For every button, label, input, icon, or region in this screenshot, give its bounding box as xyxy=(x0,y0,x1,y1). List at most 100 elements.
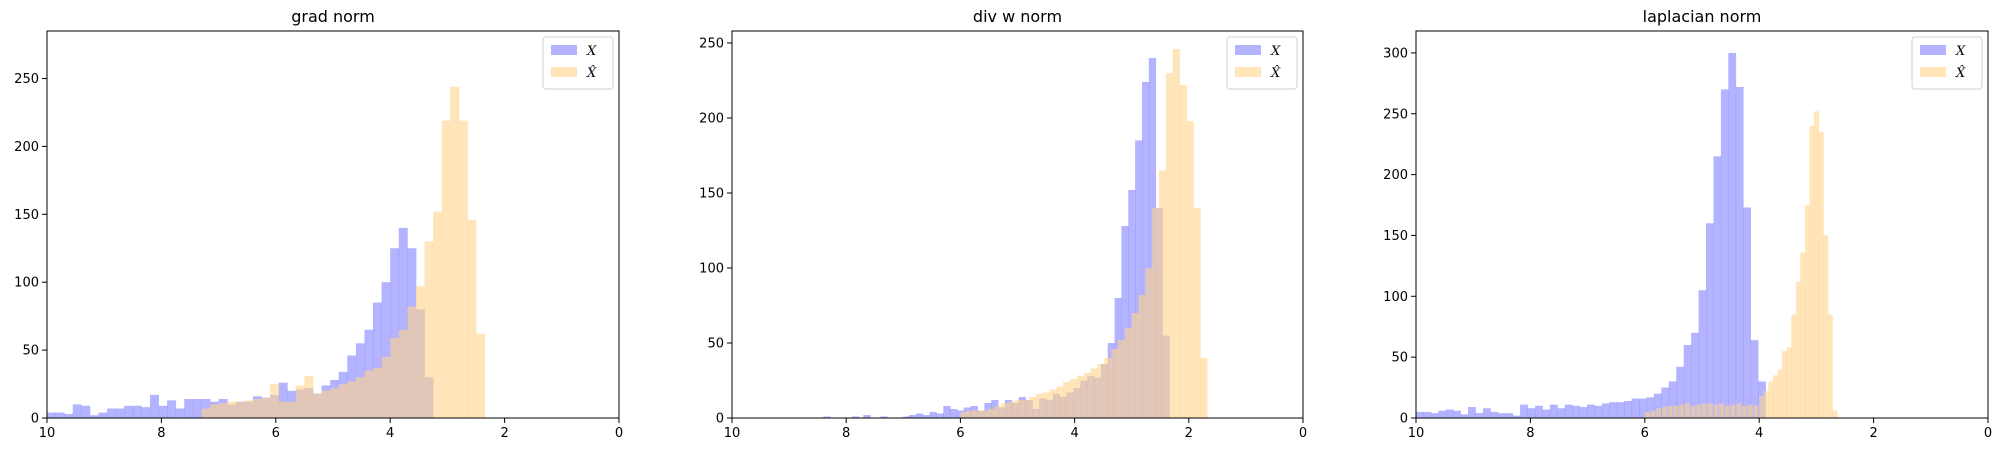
histogram-bar xyxy=(1631,398,1640,418)
histogram-bar xyxy=(64,413,74,418)
histogram-bar xyxy=(1056,386,1064,418)
histogram-bar xyxy=(1460,414,1469,418)
histogram-bar xyxy=(184,398,194,418)
histogram-bar xyxy=(1713,404,1719,418)
histogram-bar xyxy=(1542,409,1551,418)
y-tick-label: 300 xyxy=(1383,46,1408,61)
histogram-bar xyxy=(390,337,400,418)
histogram-bar xyxy=(1656,408,1662,418)
histogram-bar xyxy=(132,405,142,418)
histogram-bar xyxy=(1063,382,1071,418)
histogram-bar xyxy=(1653,393,1662,418)
chart-title: grad norm xyxy=(291,7,375,26)
y-tick-label: 0 xyxy=(716,412,724,427)
histogram-bar xyxy=(1668,381,1677,418)
y-tick-label: 250 xyxy=(14,72,39,87)
histogram-bar xyxy=(1152,208,1160,418)
chart-title: laplacian norm xyxy=(1643,7,1762,26)
histogram-bar xyxy=(1527,408,1536,418)
axes-frame xyxy=(731,30,1304,419)
x-tick-label: 6 xyxy=(1641,426,1649,441)
histogram-bar xyxy=(1505,413,1514,418)
histogram-bar xyxy=(1742,405,1748,418)
legend-swatch-x-hat xyxy=(1920,67,1946,77)
histogram-bar xyxy=(167,400,177,418)
histogram-bar xyxy=(929,412,937,418)
histogram-bar xyxy=(1453,410,1462,418)
histogram-bar xyxy=(244,400,254,418)
histogram-bar xyxy=(1186,121,1194,418)
legend-swatch-x xyxy=(551,45,577,55)
y-tick-label: 150 xyxy=(14,208,39,223)
histogram-bar xyxy=(1490,411,1499,418)
histogram-bar xyxy=(407,306,417,418)
histogram-bar xyxy=(158,405,168,418)
histogram-bar xyxy=(967,410,975,418)
histogram-bar xyxy=(1795,281,1801,418)
histogram-bar xyxy=(1104,358,1112,418)
histogram-bar xyxy=(1823,235,1829,418)
legend-swatch-x-hat xyxy=(1235,67,1261,77)
histogram-bar xyxy=(81,405,91,418)
histogram-bar xyxy=(1832,410,1838,418)
histogram-bar xyxy=(1594,405,1603,418)
histogram-bar xyxy=(1777,369,1783,418)
y-tick-label: 150 xyxy=(699,187,724,202)
x-tick-label: 6 xyxy=(956,426,964,441)
histogram-bar xyxy=(441,120,451,418)
histogram-bar xyxy=(1520,404,1528,418)
histogram-bar xyxy=(1818,132,1824,418)
axes-frame xyxy=(1415,30,1989,419)
histogram-bar xyxy=(1111,349,1119,418)
histogram-bar xyxy=(1644,411,1650,418)
histogram-bar xyxy=(1128,190,1136,418)
histogram-bar xyxy=(107,408,117,418)
histogram-bar xyxy=(355,377,365,418)
series-x-hat xyxy=(201,86,485,419)
histogram-bar xyxy=(261,397,271,418)
histogram-bar xyxy=(1707,403,1713,418)
histogram-bar xyxy=(1534,405,1543,418)
histogram-bar xyxy=(1786,347,1792,418)
histogram-bar xyxy=(1661,387,1670,418)
legend-swatch-x xyxy=(1235,45,1261,55)
histogram-bar xyxy=(381,356,391,418)
y-tick-label: 50 xyxy=(1391,351,1408,366)
legend: X X̂ xyxy=(542,36,614,90)
histogram-bar xyxy=(1468,407,1476,418)
histogram-bar xyxy=(1804,205,1810,418)
x-tick-label: 10 xyxy=(1408,426,1425,441)
histogram-bar xyxy=(415,286,425,418)
histogram-bar xyxy=(1706,223,1714,418)
histogram-bar xyxy=(381,282,391,418)
histogram-bar xyxy=(458,120,468,418)
histogram-bar xyxy=(1035,394,1044,418)
histogram-bar xyxy=(235,401,245,418)
histogram-bar xyxy=(1683,344,1692,418)
histogram-bar xyxy=(1430,413,1439,418)
histogram-bar xyxy=(1512,415,1521,418)
histogram-bar xyxy=(1042,392,1050,418)
histogram-bar xyxy=(476,333,485,418)
histogram-bar xyxy=(1549,404,1558,418)
histogram-bar xyxy=(1690,405,1696,418)
histogram-bar xyxy=(1138,295,1146,418)
y-tick-label: 50 xyxy=(22,344,39,359)
x-tick-label: 4 xyxy=(1070,426,1078,441)
histogram-bar xyxy=(1121,226,1129,418)
histogram-bar xyxy=(218,403,228,418)
histogram-bar xyxy=(89,415,99,418)
histogram-bar xyxy=(270,384,280,418)
histogram-bar xyxy=(1090,368,1098,418)
histogram-bar xyxy=(1475,413,1484,418)
x-tick-label: 10 xyxy=(39,426,56,441)
histogram-bar xyxy=(1015,400,1023,418)
histogram-bar xyxy=(1720,89,1729,418)
histogram-bar xyxy=(1809,125,1815,418)
histogram-bar xyxy=(1579,407,1588,418)
histogram-bar xyxy=(1747,404,1753,418)
x-tick-label: 2 xyxy=(1869,426,1877,441)
histogram-bar xyxy=(287,401,297,418)
